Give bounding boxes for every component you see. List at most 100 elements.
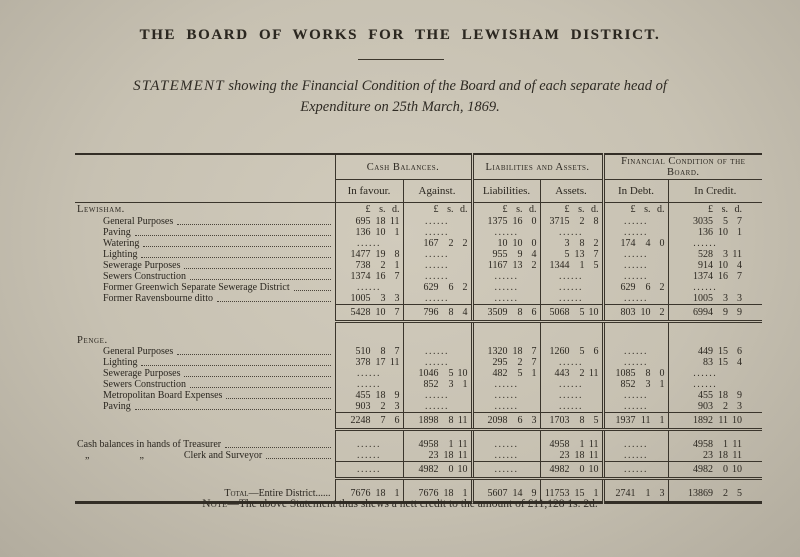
row-label-cell: Sewerage Purposes	[75, 368, 335, 379]
currency-value: 378 17 11	[336, 357, 403, 368]
dot-leader	[293, 290, 331, 291]
money-cell: ......	[539, 293, 604, 305]
currency-value: 1344 1 5	[541, 260, 602, 271]
shillings-value: 13	[574, 249, 585, 260]
row-label: Sewerage Purposes	[103, 368, 335, 379]
row-label-text: Cash balances in hands of Treasurer	[77, 439, 222, 450]
currency-value: 903 2 3	[336, 401, 403, 412]
shillings-value: 9	[723, 307, 729, 318]
money-cell: 1005 3 3	[334, 293, 403, 305]
money-cell: 1898 8 11	[402, 412, 473, 431]
row-label-text: Former Greenwich Separate Sewerage Distr…	[103, 282, 290, 293]
pounds-value: 803	[620, 307, 636, 318]
grand-total-row: Total—Entire District...... 7676 18 1 7676 18…	[75, 485, 763, 503]
pounds-value: 1260	[549, 346, 570, 357]
section-total-row: 5428 10 7 796 8 4 3509 8 6 5068 5 10 803 10 2 6994 9 9	[75, 304, 763, 323]
money-cell: 903 2 3	[667, 401, 763, 413]
row-label-text: Paving	[103, 401, 131, 413]
shillings-value: 5	[448, 368, 454, 379]
pence-value: 5	[593, 260, 599, 271]
spacer-row	[75, 321, 763, 334]
pounds-value: 6994	[693, 307, 714, 318]
row-label-text: Lighting	[103, 357, 138, 368]
shillings-value: 5	[579, 307, 585, 318]
column-header: Assets.	[539, 179, 604, 203]
shillings-value: 8	[517, 307, 523, 318]
blank-value: ......	[624, 439, 649, 450]
money-cell: 1320 18 7	[470, 346, 541, 357]
row-label-text: Watering	[103, 238, 140, 249]
row-label-cell: General Purposes	[75, 346, 335, 357]
row-label-cell: Metropolitan Board Expenses	[75, 390, 335, 401]
row-label-text: Sewers Construction	[103, 271, 187, 282]
currency-value: 1374 16 7	[336, 271, 403, 282]
spacer-cell	[601, 478, 669, 485]
pence-value: 2	[659, 282, 665, 293]
money-cell: 1374 16 7	[334, 271, 403, 282]
table-row: Lighting 378 17 11...... 295 2 7............ 83…	[75, 357, 763, 368]
money-cell: ......	[667, 238, 763, 249]
shillings-value: 9	[517, 249, 523, 260]
table-row: „ „ Clerk and Surveyor...... 23 18 11......…	[75, 450, 763, 462]
page-title: THE BOARD OF WORKS FOR THE LEWISHAM DIST…	[139, 27, 661, 43]
currency-header-cell: £ s. d.	[402, 202, 473, 216]
pounds-value: 738	[355, 260, 371, 271]
blank-value: ......	[624, 390, 649, 401]
money-cell: 10 10 0	[470, 238, 541, 249]
row-label: Former Greenwich Separate Sewerage Distr…	[103, 282, 335, 293]
money-cell: 295 2 7	[470, 357, 541, 368]
row-label-text: Paving	[103, 227, 131, 238]
currency-value: 803 10 2	[606, 307, 668, 318]
currency-value: 738 2 1	[336, 260, 403, 271]
shillings-value: 8	[579, 415, 585, 426]
shillings-value: 10	[718, 260, 729, 271]
shillings-value: 7	[380, 415, 386, 426]
money-cell: 903 2 3	[334, 401, 403, 413]
shillings-value: 18	[443, 487, 454, 499]
pence-value: 10	[588, 307, 599, 318]
blank-value: ......	[357, 464, 381, 475]
money-cell: ......	[539, 271, 604, 282]
shillings-symbol: s.	[516, 204, 523, 215]
spacer-cell	[334, 478, 403, 485]
blank-value: ......	[494, 450, 519, 461]
table-row: Sewerage Purposes...... 1046 5 10 482 5 1 443 2 1…	[75, 368, 763, 379]
shillings-symbol: s.	[578, 204, 585, 215]
dot-leader	[141, 365, 331, 366]
currency-value: 955 9 4	[475, 249, 540, 260]
column-group-header: Cash Balances.	[334, 154, 473, 180]
empty-cell	[75, 413, 335, 430]
blank-value: ......	[624, 260, 649, 271]
pence-value: 9	[394, 390, 400, 401]
pounds-value: 3035	[693, 216, 714, 227]
currency-value: 4982 0 10	[669, 464, 762, 475]
shillings-value: 2	[517, 357, 523, 368]
section-total-row: 2248 7 6 1898 8 11 2098 6 3 1703 8 5 1937 11 1 1892 11 10	[75, 412, 763, 431]
money-cell: ......	[539, 227, 604, 238]
shillings-value: 18	[375, 390, 386, 401]
shillings-value: 10	[375, 227, 386, 238]
pounds-value: 174	[620, 238, 636, 249]
currency-value: 136 10 1	[336, 227, 403, 238]
pence-value: 11	[588, 368, 599, 379]
shillings-value: 1	[723, 439, 729, 450]
blank-value: ......	[425, 293, 449, 304]
pence-value: 10	[732, 415, 743, 426]
empty-cell	[667, 334, 763, 346]
money-cell: 83 15 4	[667, 357, 763, 368]
blank-value: ......	[494, 464, 519, 475]
currency-value: 914 10 4	[669, 260, 762, 271]
pence-value: 9	[531, 487, 537, 499]
currency-value: 1937 11 1	[606, 415, 668, 426]
currency-value: 5607 14 9	[475, 487, 540, 499]
pounds-value: 4958	[693, 439, 714, 450]
table-row: Former Greenwich Separate Sewerage Distr…	[75, 282, 763, 293]
pounds-value: 1167	[487, 260, 508, 271]
money-cell: 455 18 9	[334, 390, 403, 401]
currency-value: 1005 3 3	[336, 293, 403, 304]
shillings-value: 18	[718, 450, 729, 461]
shillings-value: 10	[718, 227, 729, 238]
section-heading-row: Lewisham. £ s. d. £ s. d. £ s. d. £ s. d. £ s. d. £ s. d.	[75, 202, 763, 216]
shillings-value: 0	[579, 464, 585, 475]
pence-value: 7	[593, 249, 599, 260]
